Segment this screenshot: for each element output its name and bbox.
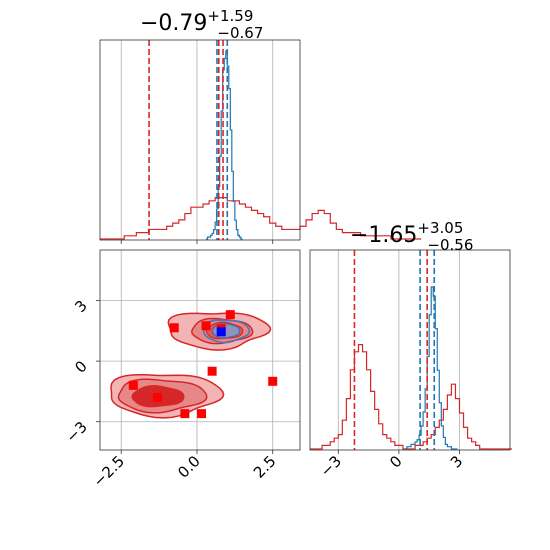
ytick-label-param2-0: 3 — [71, 297, 90, 316]
marker-red-square-2 — [180, 409, 190, 419]
frame-joint — [99, 249, 301, 451]
title-param2-plus: +3.05 — [417, 219, 463, 237]
xtick-label-param1-0: −2.5 — [90, 452, 128, 490]
marker-red-square-4 — [207, 366, 217, 376]
marker-red-square-6 — [169, 323, 179, 333]
xtick-label-param2-1: 0 — [386, 452, 405, 471]
hist2-red-series — [310, 344, 513, 450]
marker-red-square-0 — [128, 380, 138, 390]
contour-blue-outer — [203, 319, 251, 344]
frame-top — [99, 39, 301, 241]
title-param1-value: −0.79 — [140, 11, 207, 36]
marker-red-square-7 — [201, 321, 211, 331]
title-param2-minus: −0.56 — [427, 236, 473, 254]
title-param1-minus: −0.67 — [217, 24, 263, 42]
marker-red-square-5 — [268, 376, 278, 386]
contour-blue-inner — [211, 322, 241, 339]
xtick-label-param1-1: 0.0 — [174, 452, 204, 482]
hist2-blue-series — [404, 286, 458, 450]
marker-red-square-3 — [197, 409, 207, 419]
ytick-label-param2-1: 0 — [71, 357, 90, 376]
title-param1: −0.79+1.59 −0.67 — [140, 7, 263, 42]
marginal-histogram-param1 — [99, 39, 422, 244]
xtick-label-param1-2: 2.5 — [250, 452, 280, 482]
title-param2-value: −1.65 — [350, 223, 417, 248]
marginal-histogram-param2: −3 0 3 — [309, 249, 513, 480]
marker-red-square-1 — [153, 392, 163, 402]
joint-contour-panel: −2.5 0.0 2.5 3 0 −3 — [62, 249, 301, 491]
xtick-label-param2-2: 3 — [447, 452, 466, 471]
xtick-label-param2-0: −3 — [317, 452, 345, 480]
title-param1-plus: +1.59 — [207, 7, 253, 25]
title-param2: −1.65+3.05 −0.56 — [350, 219, 473, 254]
titles: −0.79+1.59 −0.67 −1.65+3.05 −0.56 — [140, 7, 473, 254]
marker-red-square-8 — [225, 310, 235, 320]
hist1-red-series — [100, 197, 422, 240]
hist1-blue-series — [206, 50, 243, 240]
marker-blue-square — [216, 327, 226, 337]
frame-right — [309, 249, 511, 451]
ytick-label-param2-2: −3 — [62, 418, 90, 446]
